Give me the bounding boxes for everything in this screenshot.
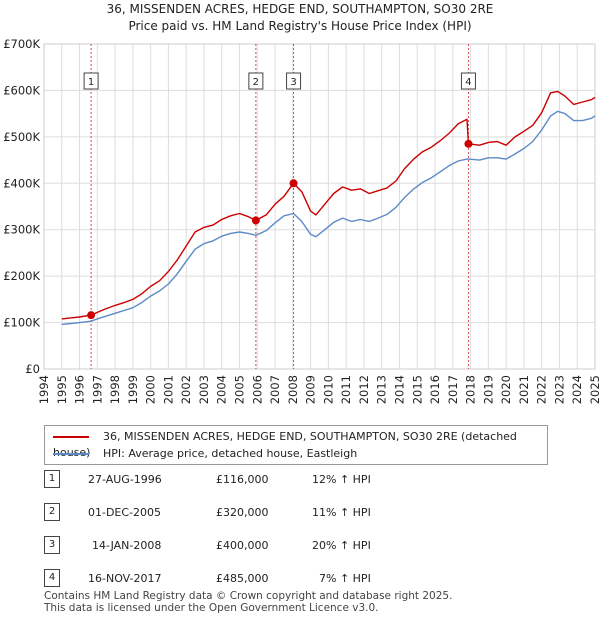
plot-background [44, 44, 595, 369]
x-tick-label: 2013 [375, 375, 389, 404]
legend: 36, MISSENDEN ACRES, HEDGE END, SOUTHAMP… [44, 425, 548, 465]
plot-area: £0 £100K £200K £300K £400K £500K £600K £700K 199… [3, 37, 600, 404]
sale-marker-number: 4 [465, 77, 471, 88]
y-tick-label: £600K [3, 83, 40, 97]
chart-subtitle: Price paid vs. HM Land Registry's House … [128, 19, 471, 33]
x-tick-label: 2002 [179, 375, 193, 404]
x-tick-label: 2021 [517, 375, 531, 404]
sale-marker-number: 2 [253, 77, 259, 88]
sale-marker-box [83, 72, 99, 90]
x-tick-label: 2003 [197, 375, 211, 404]
x-tick-label: 1994 [37, 375, 51, 404]
legend-label-property: 36, MISSENDEN ACRES, HEDGE END, SOUTHAMP… [53, 430, 517, 459]
sale-point [87, 311, 96, 320]
x-tick-label: 2007 [268, 375, 282, 404]
x-tick-label: 2000 [144, 375, 158, 404]
x-tick-label: 1996 [73, 375, 87, 404]
sale-row: 1 27-AUG-1996 £116,000 12% ↑ HPI [0, 470, 600, 490]
x-tick-label: 1999 [126, 375, 140, 404]
x-tick-label: 2017 [446, 375, 460, 404]
sale-price: £400,000 [216, 539, 269, 552]
sale-date: 27-AUG-1996 [88, 473, 162, 486]
x-tick-label: 2020 [499, 375, 513, 404]
x-tick-label: 2008 [286, 375, 300, 404]
x-tick-label: 2011 [339, 375, 353, 404]
sale-date: 16-NOV-2017 [88, 572, 162, 585]
sale-marker-box [286, 72, 302, 90]
sale-marker-number: 1 [88, 77, 94, 88]
x-tick-label: 1998 [108, 375, 122, 404]
x-tick-label: 2009 [304, 375, 318, 404]
sale-marker-box [460, 72, 476, 90]
sale-marker-number: 3 [290, 77, 296, 88]
x-tick-label: 1997 [90, 375, 104, 404]
property-price-line [61, 90, 596, 320]
x-tick-label: 2018 [464, 375, 478, 404]
sale-hpi-diff: 12% ↑ HPI [312, 473, 371, 486]
footer: Contains HM Land Registry data © Crown c… [44, 590, 452, 614]
footer-copyright: Contains HM Land Registry data © Crown c… [44, 590, 453, 602]
x-tick-label: 2006 [250, 375, 264, 404]
sale-hpi-diff: 7% ↑ HPI [319, 572, 371, 585]
legend-item-hpi: HPI: Average price, detached house, East… [53, 446, 357, 462]
sale-number-badge: 2 [44, 503, 60, 521]
sale-row: 3 14-JAN-2008 £400,000 20% ↑ HPI [0, 536, 600, 556]
x-tick-label: 2023 [552, 375, 566, 404]
y-tick-label: £500K [3, 130, 40, 144]
x-tick-label: 2005 [233, 375, 247, 404]
footer-license: This data is licensed under the Open Gov… [44, 602, 379, 614]
sale-number-badge: 4 [44, 569, 60, 587]
sale-number-badge: 3 [44, 536, 60, 554]
sale-point [464, 139, 473, 148]
sale-price: £485,000 [216, 572, 269, 585]
plot-border [43, 43, 596, 370]
y-tick-label: £300K [3, 223, 40, 237]
legend-label-hpi: HPI: Average price, detached house, East… [103, 447, 358, 460]
x-tick-label: 2015 [410, 375, 424, 404]
chart-title: 36, MISSENDEN ACRES, HEDGE END, SOUTHAMP… [107, 2, 494, 16]
x-tick-label: 2016 [428, 375, 442, 404]
y-tick-label: £400K [3, 176, 40, 190]
x-tick-label: 2012 [357, 375, 371, 404]
sale-marker-box [248, 72, 264, 90]
sale-row: 2 01-DEC-2005 £320,000 11% ↑ HPI [0, 503, 600, 523]
x-tick-label: 1995 [55, 375, 69, 404]
sale-point [289, 179, 298, 188]
legend-swatch-property [53, 436, 89, 438]
y-tick-label: £700K [3, 37, 40, 51]
legend-swatch-hpi [53, 453, 89, 455]
y-tick-label: £0 [25, 362, 40, 376]
sale-date: 01-DEC-2005 [88, 506, 162, 519]
x-tick-label: 2019 [481, 375, 495, 404]
sale-hpi-diff: 11% ↑ HPI [312, 506, 371, 519]
x-tick-label: 2010 [321, 375, 335, 404]
y-tick-label: £100K [3, 316, 40, 330]
sale-number-badge: 1 [44, 470, 60, 488]
x-tick-label: 2001 [161, 375, 175, 404]
y-tick-label: £200K [3, 269, 40, 283]
sale-point [251, 216, 260, 225]
sale-hpi-diff: 20% ↑ HPI [312, 539, 371, 552]
price-chart: 36, MISSENDEN ACRES, HEDGE END, SOUTHAMP… [3, 2, 600, 404]
sale-row: 4 16-NOV-2017 £485,000 7% ↑ HPI [0, 569, 600, 589]
sale-date: 14-JAN-2008 [92, 539, 162, 552]
sale-price: £116,000 [216, 473, 269, 486]
x-tick-label: 2004 [215, 375, 229, 404]
x-tick-label: 2025 [588, 375, 600, 404]
sale-price: £320,000 [216, 506, 269, 519]
x-tick-label: 2022 [535, 375, 549, 404]
x-tick-label: 2024 [570, 375, 584, 404]
hpi-line [61, 110, 596, 326]
legend-item-property: 36, MISSENDEN ACRES, HEDGE END, SOUTHAMP… [53, 429, 547, 459]
x-tick-label: 2014 [392, 375, 406, 404]
